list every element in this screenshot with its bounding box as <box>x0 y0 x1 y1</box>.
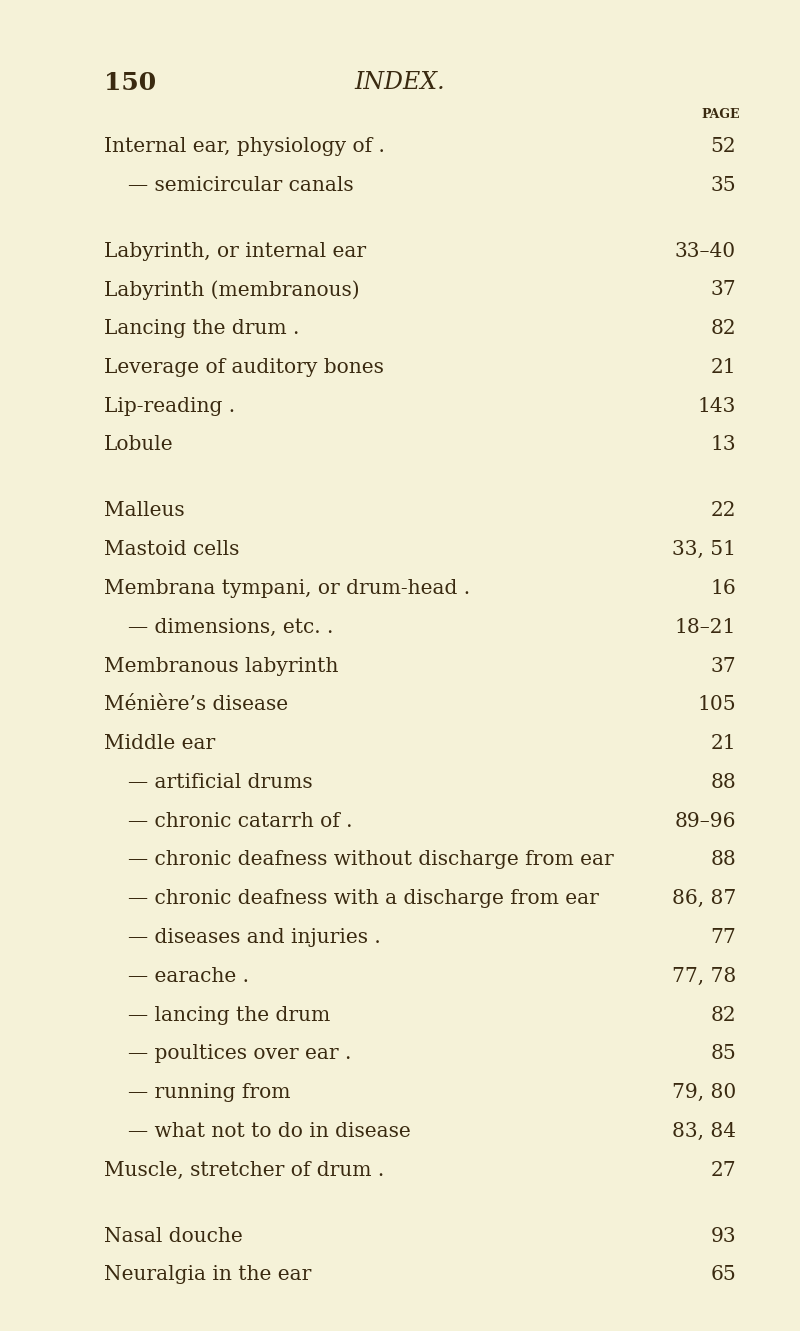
Text: 21: 21 <box>710 735 736 753</box>
Text: 65: 65 <box>710 1266 736 1284</box>
Text: Leverage of auditory bones: Leverage of auditory bones <box>104 358 384 377</box>
Text: 86, 87: 86, 87 <box>672 889 736 908</box>
Text: Lip-reading .: Lip-reading . <box>104 397 235 415</box>
Text: Membranous labyrinth: Membranous labyrinth <box>104 656 338 676</box>
Text: — poultices over ear .: — poultices over ear . <box>128 1045 351 1063</box>
Text: 79, 80: 79, 80 <box>672 1083 736 1102</box>
Text: Lobule: Lobule <box>104 435 174 454</box>
Text: Internal ear, physiology of .: Internal ear, physiology of . <box>104 137 385 156</box>
Text: 82: 82 <box>710 319 736 338</box>
Text: 33–40: 33–40 <box>675 242 736 261</box>
Text: Mastoid cells: Mastoid cells <box>104 540 239 559</box>
Text: — lancing the drum: — lancing the drum <box>128 1006 330 1025</box>
Text: Labyrinth (membranous): Labyrinth (membranous) <box>104 281 360 299</box>
Text: 93: 93 <box>710 1227 736 1246</box>
Text: Neuralgia in the ear: Neuralgia in the ear <box>104 1266 311 1284</box>
Text: 77: 77 <box>710 928 736 948</box>
Text: Labyrinth, or internal ear: Labyrinth, or internal ear <box>104 242 366 261</box>
Text: 88: 88 <box>710 773 736 792</box>
Text: 27: 27 <box>710 1161 736 1179</box>
Text: 35: 35 <box>710 176 736 194</box>
Text: — chronic catarrh of .: — chronic catarrh of . <box>128 812 353 831</box>
Text: 16: 16 <box>710 579 736 598</box>
Text: Nasal douche: Nasal douche <box>104 1227 242 1246</box>
Text: Middle ear: Middle ear <box>104 735 215 753</box>
Text: PAGE: PAGE <box>702 108 740 121</box>
Text: — running from: — running from <box>128 1083 290 1102</box>
Text: 37: 37 <box>710 656 736 676</box>
Text: — chronic deafness without discharge from ear: — chronic deafness without discharge fro… <box>128 851 614 869</box>
Text: — artificial drums: — artificial drums <box>128 773 313 792</box>
Text: Malleus: Malleus <box>104 502 185 520</box>
Text: — earache .: — earache . <box>128 966 249 986</box>
Text: 21: 21 <box>710 358 736 377</box>
Text: Membrana tympani, or drum-head .: Membrana tympani, or drum-head . <box>104 579 470 598</box>
Text: Ménière’s disease: Ménière’s disease <box>104 695 288 715</box>
Text: 37: 37 <box>710 281 736 299</box>
Text: 77, 78: 77, 78 <box>672 966 736 986</box>
Text: Lancing the drum .: Lancing the drum . <box>104 319 299 338</box>
Text: — diseases and injuries .: — diseases and injuries . <box>128 928 381 948</box>
Text: INDEX.: INDEX. <box>354 71 446 93</box>
Text: — dimensions, etc. .: — dimensions, etc. . <box>128 618 334 636</box>
Text: 82: 82 <box>710 1006 736 1025</box>
Text: 13: 13 <box>710 435 736 454</box>
Text: — chronic deafness with a discharge from ear: — chronic deafness with a discharge from… <box>128 889 599 908</box>
Text: — what not to do in disease: — what not to do in disease <box>128 1122 410 1141</box>
Text: 150: 150 <box>104 71 156 95</box>
Text: 52: 52 <box>710 137 736 156</box>
Text: 85: 85 <box>710 1045 736 1063</box>
Text: 105: 105 <box>698 695 736 715</box>
Text: 89–96: 89–96 <box>674 812 736 831</box>
Text: — semicircular canals: — semicircular canals <box>128 176 354 194</box>
Text: 88: 88 <box>710 851 736 869</box>
Text: 143: 143 <box>698 397 736 415</box>
Text: 83, 84: 83, 84 <box>672 1122 736 1141</box>
Text: 18–21: 18–21 <box>674 618 736 636</box>
Text: 22: 22 <box>710 502 736 520</box>
Text: 33, 51: 33, 51 <box>672 540 736 559</box>
Text: Muscle, stretcher of drum .: Muscle, stretcher of drum . <box>104 1161 384 1179</box>
